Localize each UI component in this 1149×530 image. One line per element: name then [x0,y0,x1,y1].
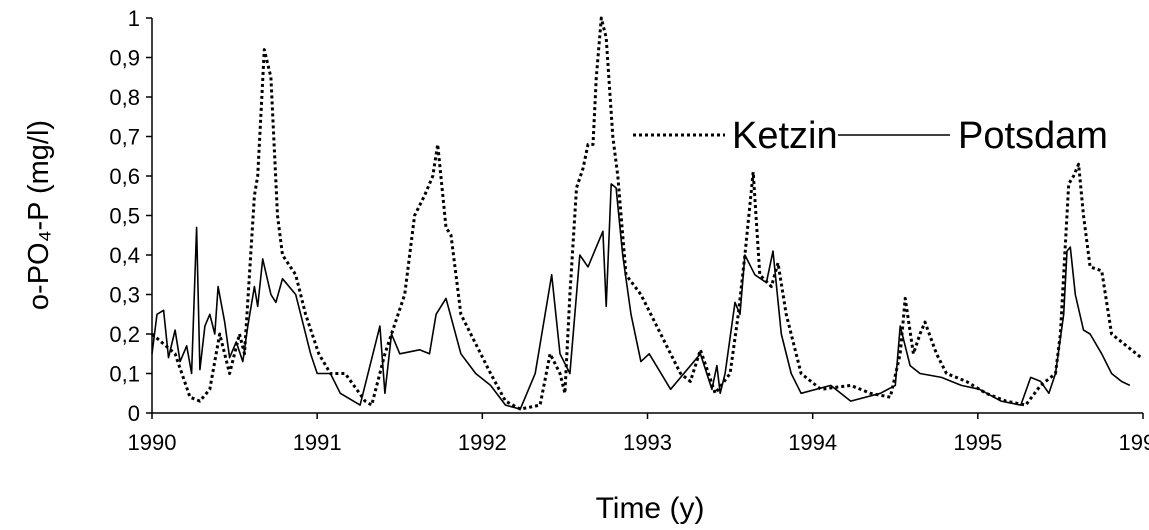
y-tick-label: 0,1 [109,362,140,387]
x-tick-label: 1994 [788,430,837,455]
y-tick-label: 0,5 [109,204,140,229]
x-tick-label: 1996 [1119,430,1149,455]
legend-label: Potsdam [958,115,1108,157]
y-tick-label: 0,7 [109,125,140,150]
line-dotted [151,16,1143,411]
y-tick-label: 0,9 [109,46,140,71]
y-axis-label: o-PO₄-P (mg/l) [23,120,55,310]
y-tick-label: 0,3 [109,283,140,308]
x-tick-label: 1991 [293,430,342,455]
x-tick-label: 1990 [128,430,177,455]
x-tick-label: 1992 [458,430,507,455]
y-tick-label: 0 [128,401,140,426]
line-solid [151,183,1131,410]
y-tick-label: 1 [128,6,140,31]
x-tick-label: 1995 [953,430,1002,455]
legend-label: Ketzin [732,115,838,157]
x-axis-label: Time (y) [596,492,705,525]
y-tick-label: 0,8 [109,85,140,110]
y-tick-label: 0,2 [109,322,140,347]
y-tick-label: 0,6 [109,164,140,189]
x-tick-label: 1993 [623,430,672,455]
y-tick-label: 0,4 [109,243,140,268]
